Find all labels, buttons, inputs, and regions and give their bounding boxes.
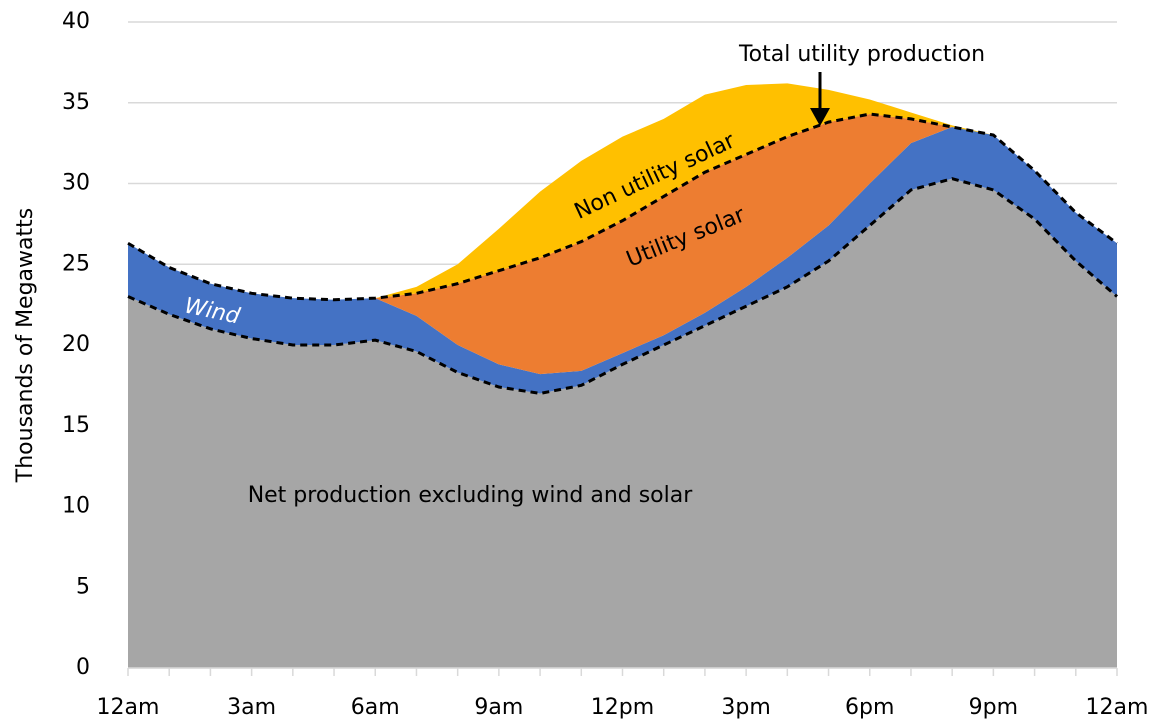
annotation-arrowhead xyxy=(810,108,830,126)
boundary-line xyxy=(127,112,1118,302)
x-tick-label: 9am xyxy=(474,695,523,720)
annotation: Total utility production xyxy=(738,42,985,67)
x-tick-label: 6am xyxy=(351,695,400,720)
x-tick-label: 3pm xyxy=(721,695,770,720)
y-tick-label: 25 xyxy=(62,251,90,276)
y-tick-label: 15 xyxy=(62,413,90,438)
y-tick-label: 0 xyxy=(76,655,90,680)
x-tick-label: 9pm xyxy=(969,695,1018,720)
y-axis-label: Thousands of Megawatts xyxy=(13,208,38,483)
area xyxy=(128,114,1117,375)
area xyxy=(128,83,1117,300)
boundary-line xyxy=(127,177,1118,395)
x-tick-label: 12am xyxy=(97,695,160,720)
y-tick-label: 35 xyxy=(62,90,90,115)
y-tick-label: 20 xyxy=(62,332,90,357)
series-label: Net production excluding wind and solar xyxy=(248,483,694,508)
areas xyxy=(128,83,1117,668)
y-tick-label: 30 xyxy=(62,171,90,196)
y-tick-label: 10 xyxy=(62,494,90,519)
x-tick-label: 12am xyxy=(1086,695,1149,720)
x-tick-label: 6pm xyxy=(845,695,894,720)
x-tick-label: 12pm xyxy=(591,695,654,720)
y-tick-label: 5 xyxy=(76,574,90,599)
y-tick-label: 40 xyxy=(62,9,90,34)
x-tick-label: 3am xyxy=(227,695,276,720)
area xyxy=(128,126,1117,394)
area xyxy=(128,178,1117,668)
